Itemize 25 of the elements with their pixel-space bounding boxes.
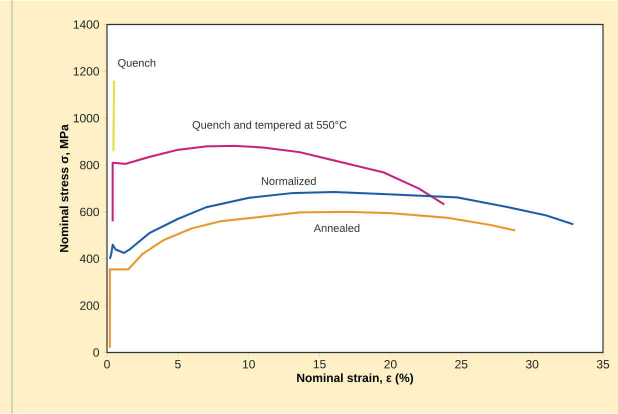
x-tick-label: 5 (175, 360, 181, 368)
y-tick-label: 800 (80, 160, 100, 170)
x-tick-label: 15 (314, 360, 326, 368)
x-tick-label: 30 (526, 360, 538, 368)
y-tick-label: 0 (93, 348, 100, 357)
series-label: Normalized (262, 176, 316, 186)
series-label: Quench and tempered at 550°C (192, 120, 347, 131)
line-series (108, 191, 574, 260)
x-tick-label: 35 (596, 360, 610, 368)
x-axis-title: Nominal strain, ε (%) (297, 373, 414, 384)
y-tick-label: 400 (80, 254, 100, 264)
x-tick-label: 25 (455, 360, 468, 368)
x-tick-label: 10 (242, 360, 255, 368)
line-series (108, 210, 516, 349)
line-series (112, 144, 446, 222)
y-tick-label: 600 (80, 208, 100, 216)
y-tick-label: 1400 (74, 20, 100, 29)
y-tick-label: 1200 (74, 67, 100, 76)
series-label: Quench (118, 58, 156, 69)
y-tick-label: 200 (80, 301, 100, 310)
x-tick-label: 20 (384, 360, 397, 368)
series-label: Annealed (314, 224, 360, 232)
y-tick-label: 1000 (74, 114, 100, 122)
y-axis-title: Nominal stress σ, MPa (60, 124, 70, 252)
x-tick-label: 0 (104, 360, 110, 368)
